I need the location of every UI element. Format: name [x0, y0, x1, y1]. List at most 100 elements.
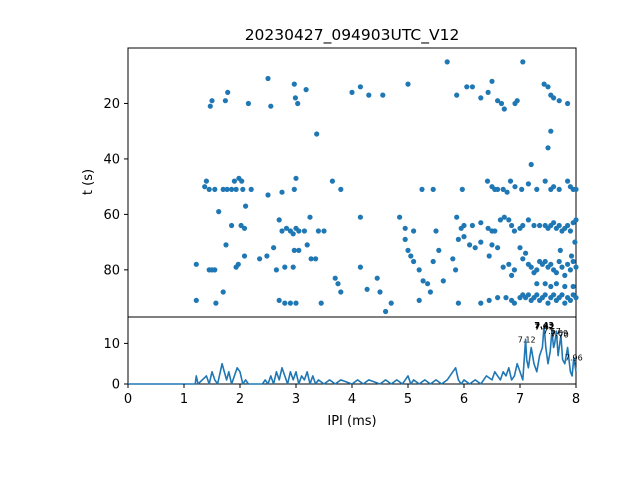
data-point	[229, 186, 235, 192]
data-point	[265, 192, 271, 198]
data-point	[492, 228, 498, 234]
data-point	[411, 228, 417, 234]
data-point	[282, 300, 288, 306]
data-point	[501, 106, 507, 112]
data-point	[380, 92, 386, 98]
data-point	[248, 186, 254, 192]
x-tick-label: 0	[124, 392, 132, 407]
data-point	[501, 214, 507, 220]
data-point	[357, 84, 363, 90]
data-point	[534, 281, 540, 287]
data-point	[202, 184, 208, 190]
histogram-x-axis-label: IPI (ms)	[327, 414, 376, 429]
data-point	[405, 81, 411, 87]
data-point	[383, 308, 389, 315]
peak-label: 7.69	[550, 329, 568, 338]
data-point	[357, 264, 363, 270]
data-point	[419, 186, 425, 192]
data-point	[296, 228, 302, 234]
data-point	[485, 89, 491, 95]
data-point	[469, 222, 475, 229]
data-point	[296, 247, 302, 253]
data-point	[495, 98, 501, 104]
data-point	[478, 95, 484, 101]
data-point	[440, 278, 446, 284]
data-point	[500, 264, 506, 270]
histogram-x-ticks: 0 1 2 3 4 5 6 7 8	[124, 384, 580, 407]
data-point	[534, 267, 540, 273]
data-point	[489, 242, 495, 248]
data-point	[478, 220, 484, 226]
data-point	[495, 186, 501, 192]
peak-annotations: 7.12 7.437.427.577.697.70 7.96	[518, 321, 583, 363]
data-point	[562, 300, 568, 306]
y-tick-label: 0	[112, 378, 120, 393]
data-point	[377, 289, 383, 295]
data-point	[374, 275, 380, 281]
data-point	[500, 186, 506, 192]
data-point	[193, 297, 199, 303]
data-point	[293, 175, 299, 181]
data-point	[459, 186, 465, 192]
data-point	[233, 186, 239, 192]
x-tick-label: 3	[292, 392, 300, 407]
data-point	[265, 75, 271, 82]
scatter-y-axis-label: t (s)	[81, 169, 96, 195]
data-point	[388, 300, 394, 306]
data-point	[291, 186, 297, 192]
data-point	[332, 275, 338, 281]
data-point	[486, 297, 492, 303]
data-point	[542, 292, 548, 298]
data-point	[454, 92, 460, 98]
ipi-histogram-line	[128, 324, 577, 385]
data-point	[525, 181, 532, 187]
data-point	[484, 178, 491, 184]
data-point	[461, 234, 467, 240]
data-point	[402, 225, 408, 231]
data-point	[565, 178, 571, 184]
data-point	[509, 222, 515, 229]
data-point	[290, 264, 296, 270]
data-point	[489, 78, 495, 84]
data-point	[545, 84, 551, 90]
data-point	[207, 103, 213, 109]
data-point	[559, 264, 565, 270]
data-point	[241, 225, 248, 231]
data-point	[495, 245, 501, 251]
data-point	[364, 286, 370, 292]
y-tick-label: 60	[103, 208, 120, 223]
data-point	[556, 98, 562, 104]
data-point	[562, 283, 568, 290]
data-point	[314, 131, 320, 137]
data-point	[573, 295, 579, 301]
data-point	[556, 258, 562, 265]
data-point	[321, 228, 327, 234]
data-point	[553, 270, 560, 276]
data-point	[408, 253, 414, 259]
data-point	[507, 178, 514, 184]
peak-label: 7.70	[551, 331, 569, 340]
data-point	[551, 184, 557, 190]
data-point	[498, 100, 505, 107]
data-point	[548, 128, 554, 134]
data-point	[206, 186, 212, 192]
data-point	[209, 98, 215, 104]
data-point	[464, 84, 470, 90]
data-point	[291, 247, 297, 253]
data-point	[573, 217, 579, 223]
histogram-y-ticks: 0 10	[103, 337, 128, 393]
data-point	[548, 261, 554, 267]
data-point	[433, 228, 439, 234]
data-point	[276, 297, 282, 303]
data-point	[235, 261, 241, 267]
data-point	[229, 222, 235, 229]
data-point	[220, 186, 226, 192]
peak-label: 7.12	[518, 335, 536, 344]
data-point	[559, 292, 565, 298]
data-point	[520, 222, 526, 229]
data-point	[430, 186, 436, 192]
data-point	[570, 283, 576, 290]
data-point	[467, 242, 473, 248]
data-point	[567, 267, 574, 273]
